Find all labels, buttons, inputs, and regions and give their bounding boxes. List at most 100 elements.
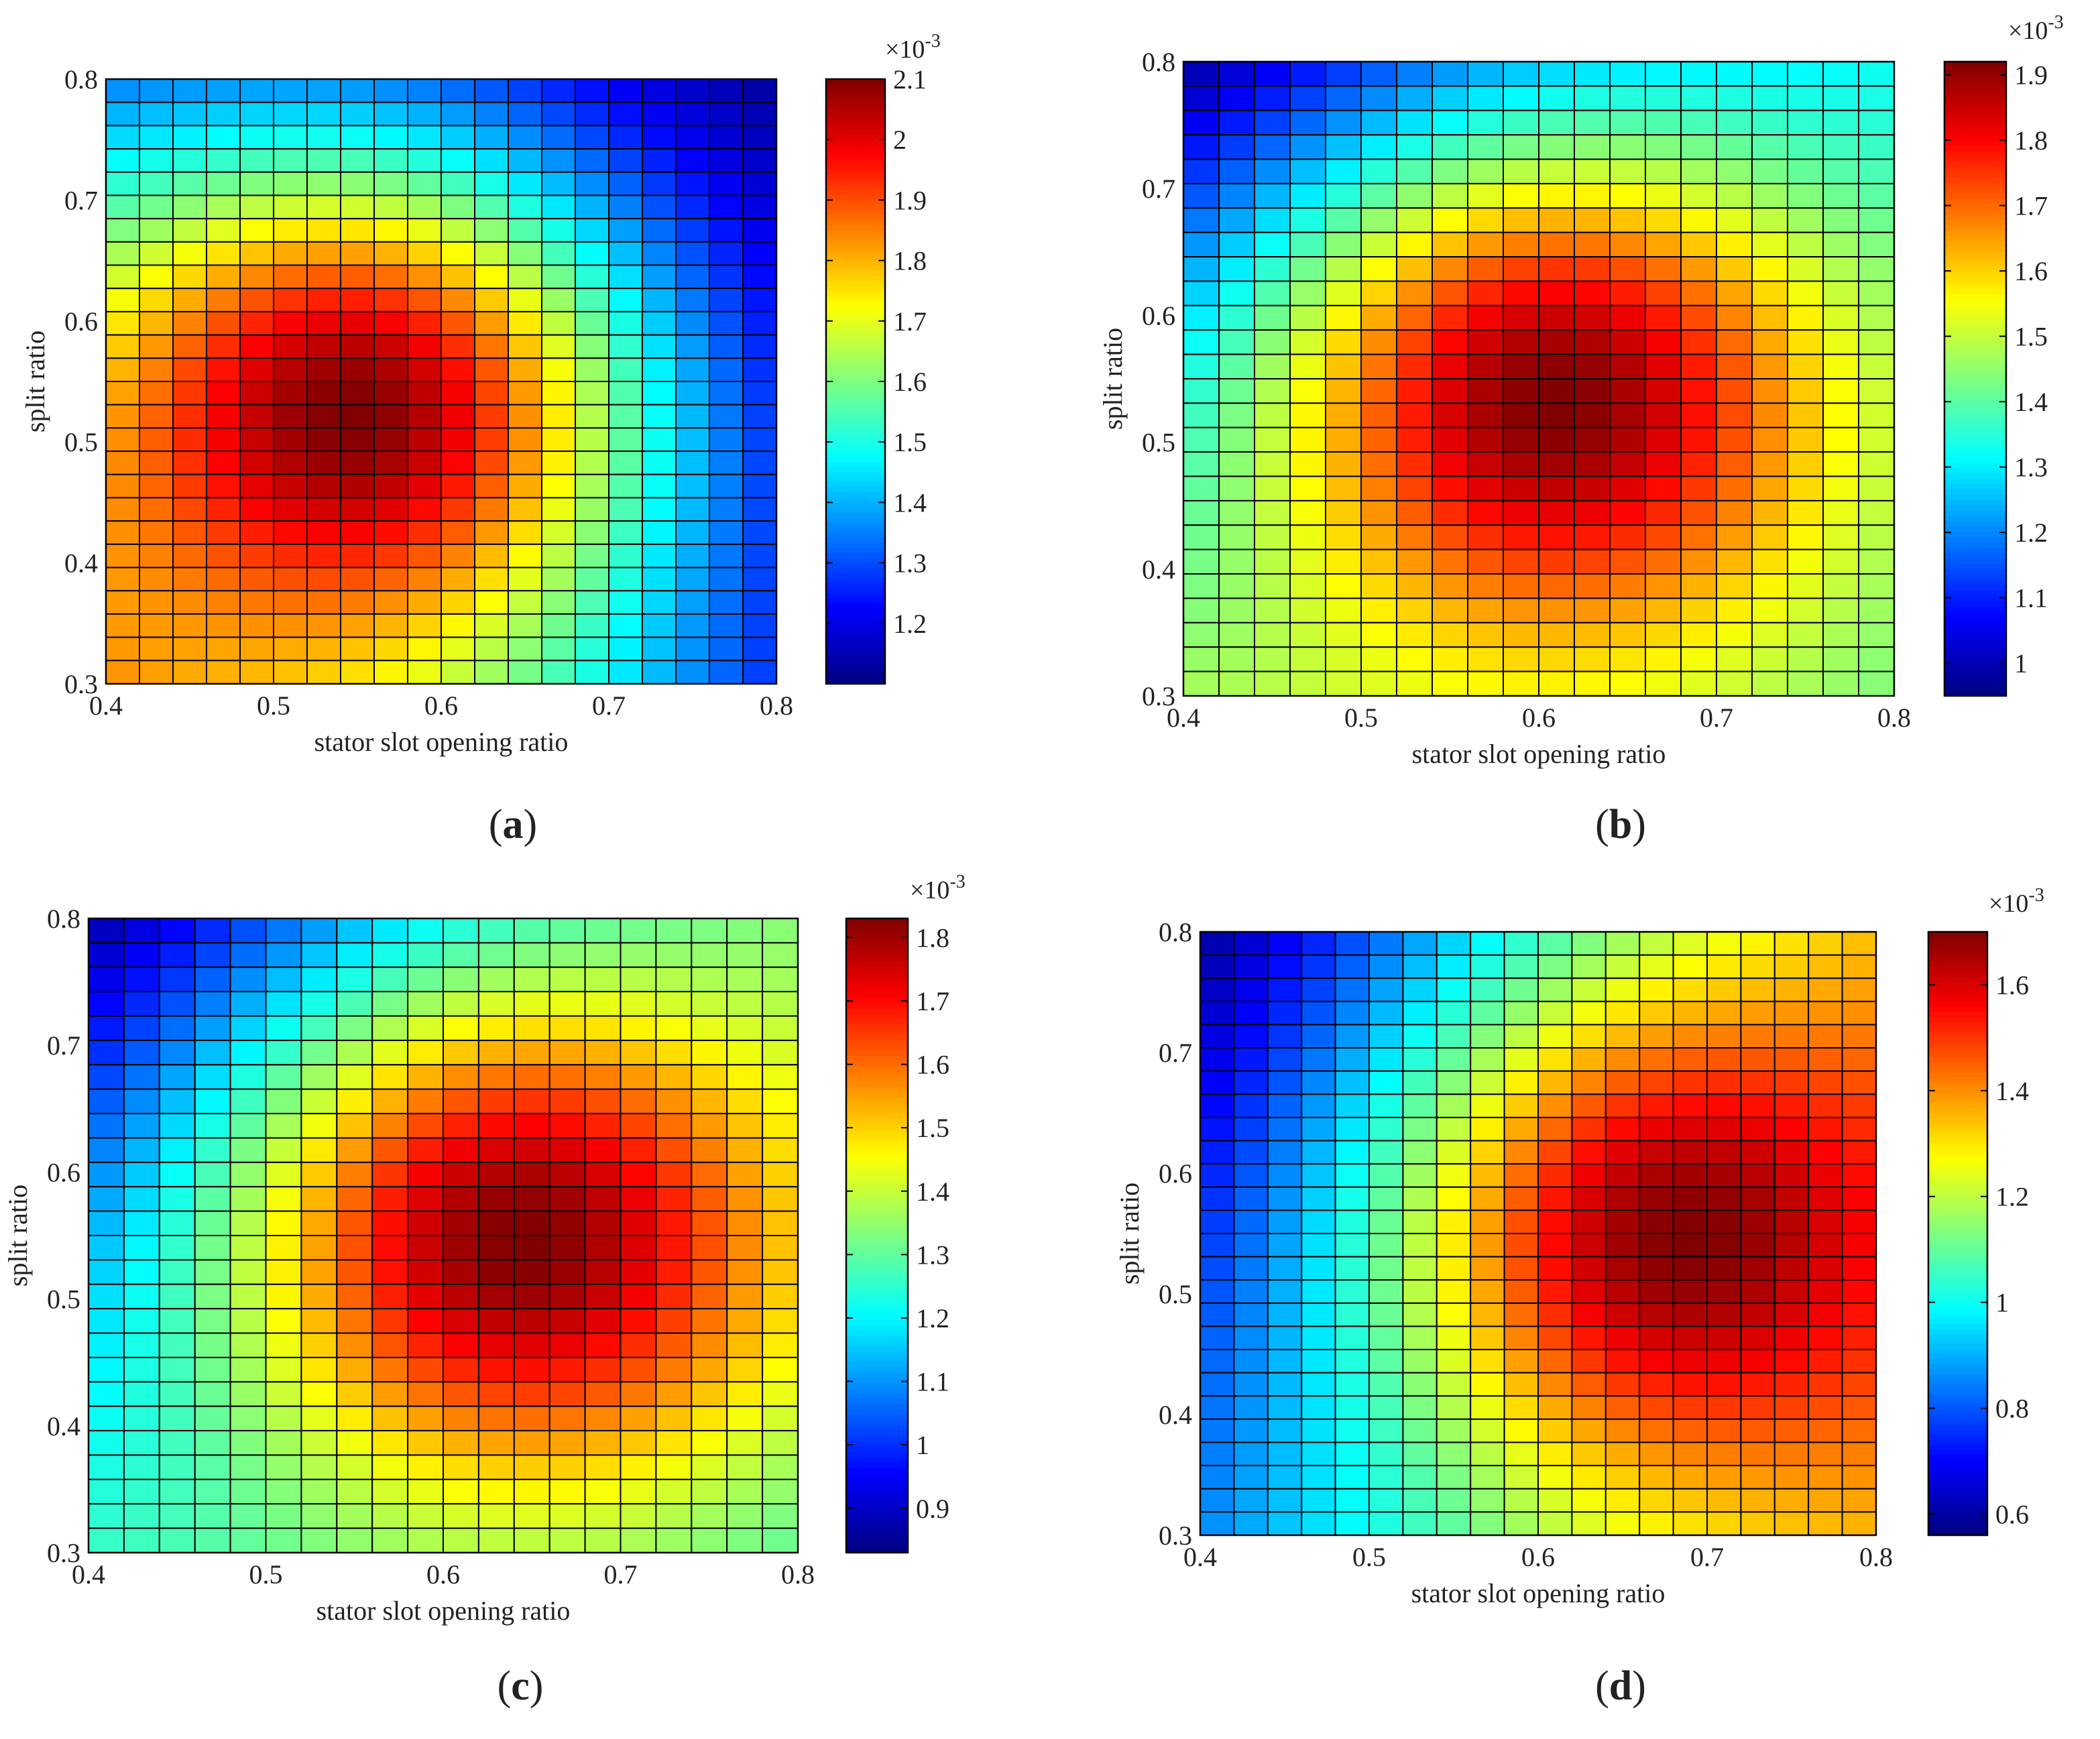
heatmap-cell [1200,931,1235,956]
heatmap-cell [1432,134,1468,160]
heatmap-cell [300,1113,338,1139]
colorbar-band [1928,1153,1987,1159]
plot-frame [105,78,778,685]
heatmap-cell [139,636,174,662]
heatmap-cell [1538,597,1575,623]
x-tick-label: 0.6 [1521,1542,1555,1572]
colorbar-band [826,542,885,548]
colorbar-band [1944,93,2006,99]
heatmap-cell [172,566,207,592]
heatmap-cell [1672,1302,1708,1327]
heatmap-cell [371,1235,409,1261]
heatmap-cell [474,357,509,382]
colorbar-band [1928,1384,1987,1390]
colorbar-band [826,517,885,524]
heatmap-cell [371,1381,409,1407]
heatmap-cell [105,636,140,662]
colorbar-band [826,316,885,322]
heatmap-cell [1503,1000,1539,1026]
heatmap-cell [105,78,140,103]
heatmap-cell [1200,1116,1235,1142]
heatmap-cell [1183,158,1220,184]
colorbar-band [1944,257,2006,263]
heatmap-cell [336,1039,373,1066]
heatmap-cell [1672,1395,1708,1420]
heatmap-cell [1183,231,1220,258]
heatmap-cell [139,566,174,592]
colorbar-tick-label: 1 [2014,648,2028,678]
heatmap-cell [608,357,643,382]
heatmap-cell [123,1332,160,1358]
colorbar-band [1944,585,2006,591]
colorbar-band [1944,162,2006,168]
heatmap-cell [336,1210,373,1236]
heatmap-cell [1396,475,1433,501]
colorbar-band [1928,1465,1987,1471]
heatmap-cell [1841,1116,1877,1142]
colorbar-band [1944,500,2006,506]
colorbar-band [826,109,885,115]
heatmap-cell [548,1454,586,1480]
heatmap-cell [675,497,710,522]
colorbar-band [846,1404,908,1411]
heatmap-cell [229,1308,267,1334]
colorbar-band [1944,320,2006,326]
heatmap-cell [726,1039,764,1066]
heatmap-cell [441,148,475,173]
heatmap-cell [1360,61,1397,87]
heatmap-cell [1503,158,1539,184]
heatmap-cell [407,381,442,406]
heatmap-cell [1254,597,1291,623]
colorbar-band [826,462,885,468]
heatmap-cell [1436,1465,1472,1490]
heatmap-cell [172,357,207,382]
heatmap-cell [206,194,241,220]
heatmap-cell [1218,329,1255,355]
heatmap-cell [1574,451,1611,477]
colorbar-band [1928,1258,1987,1264]
colorbar-band [826,320,885,327]
heatmap-cell [608,566,643,592]
heatmap-cell [340,381,375,406]
heatmap-cell [1672,1279,1708,1304]
heatmap-cell [105,613,140,638]
heatmap-cell [1432,402,1468,428]
y-tick-label: 0.6 [64,306,98,337]
heatmap-cell [655,966,693,993]
heatmap-cell [1267,1441,1303,1467]
heatmap-cell [1503,1465,1539,1490]
colorbar-band [826,426,885,432]
heatmap-cell [1605,931,1641,956]
heatmap-cell [300,1503,338,1529]
colorbar-band [826,512,885,518]
colorbar-band [1928,1425,1987,1431]
colorbar-band [1944,658,2006,665]
heatmap-cell [172,613,207,638]
colorbar-band [826,623,885,629]
heatmap-cell [443,991,479,1017]
heatmap-cell [1645,134,1682,160]
heatmap-cell [1808,1465,1843,1490]
heatmap-cell [1233,1070,1269,1095]
heatmap-cell [1467,231,1504,258]
heatmap-cell [742,497,777,522]
heatmap-cell [608,148,643,173]
heatmap-cell [1680,109,1717,136]
heatmap-cell [1706,1488,1742,1513]
heatmap-cell [1218,158,1255,184]
heatmap-cell [371,918,409,944]
heatmap-cell [407,543,442,568]
heatmap-cell [1858,158,1895,184]
colorbar-band [826,134,885,140]
heatmap-cell [1503,1024,1539,1049]
colorbar-band [846,1003,908,1009]
heatmap-cell [336,1527,373,1554]
colorbar-band [826,638,885,644]
colorbar-band [1928,1304,1987,1310]
heatmap-cell [1751,61,1788,87]
heatmap-cell [1639,1047,1674,1072]
colorbar-band [846,1473,908,1480]
heatmap-cell [1233,1302,1269,1327]
heatmap-cell [1334,1024,1370,1049]
heatmap-cell [1334,1488,1370,1513]
